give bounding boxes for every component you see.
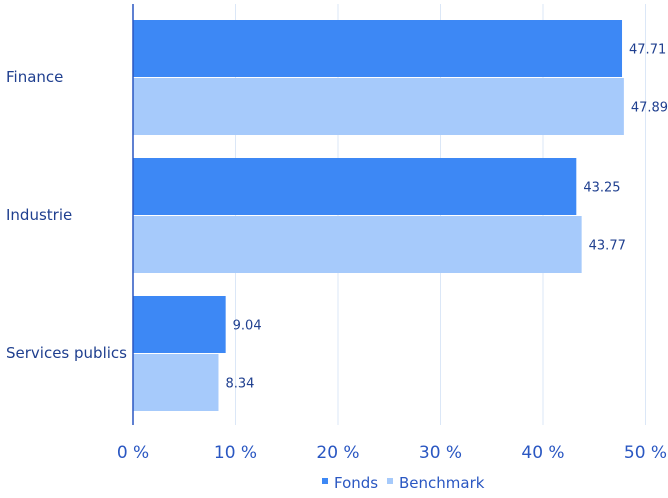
x-tick-label: 50 %	[624, 443, 667, 463]
x-tick-label: 20 %	[316, 443, 359, 463]
category-label: Industrie	[6, 206, 72, 224]
bar-fonds-2	[133, 158, 577, 215]
legend-swatch-fonds	[322, 478, 328, 484]
category-labels: Finance Industrie Services publics	[6, 68, 127, 362]
x-axis-tick-labels: 0 % 10 % 20 % 30 % 40 % 50 %	[117, 443, 667, 463]
value-label: 9.04	[233, 319, 262, 334]
legend-swatch-benchmark	[387, 478, 393, 484]
x-tick-label: 40 %	[521, 443, 564, 463]
legend: Fonds Benchmark	[322, 474, 485, 492]
category-label: Finance	[6, 68, 63, 86]
legend-label-benchmark: Benchmark	[399, 474, 485, 492]
value-label: 43.25	[583, 181, 620, 196]
bar-benchmark-3	[133, 354, 219, 411]
value-label: 47.71	[629, 43, 666, 58]
x-tick-label: 30 %	[419, 443, 462, 463]
category-label: Services publics	[6, 344, 127, 362]
legend-label-fonds: Fonds	[334, 474, 378, 492]
x-tick-label: 0 %	[117, 443, 149, 463]
bars	[133, 20, 624, 411]
bar-fonds-3	[133, 296, 226, 353]
value-label: 43.77	[589, 239, 626, 254]
value-label: 47.89	[631, 101, 668, 116]
value-label: 8.34	[225, 377, 254, 392]
value-labels: 47.71 43.25 9.04 47.89 43.77 8.34	[225, 43, 668, 392]
bar-benchmark-1	[133, 78, 624, 135]
x-tick-label: 10 %	[214, 443, 257, 463]
bar-benchmark-2	[133, 216, 582, 273]
bar-fonds-1	[133, 20, 623, 77]
